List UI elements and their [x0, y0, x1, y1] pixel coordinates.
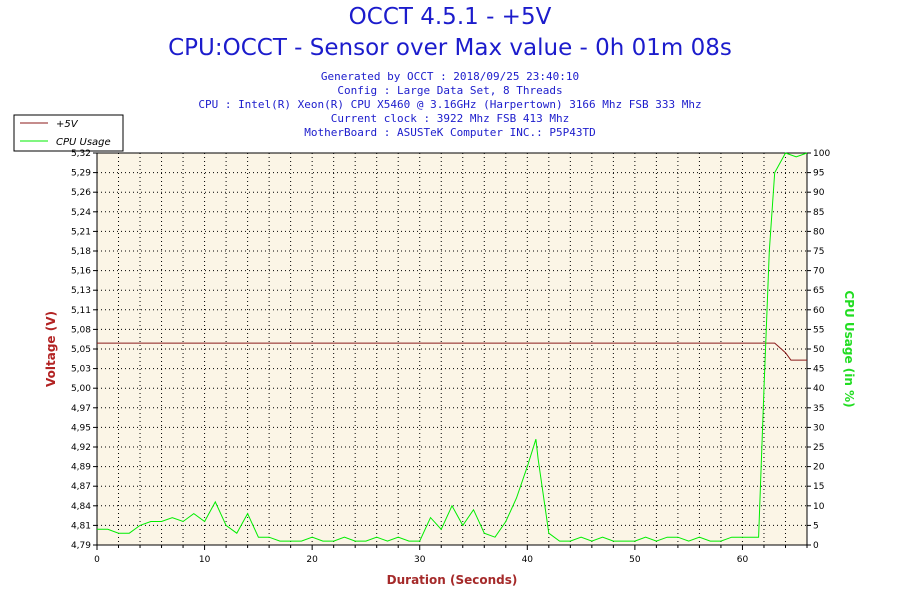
left-tick-label: 4,95 [71, 423, 91, 433]
clock-info: Current clock : 3922 Mhz FSB 413 Mhz [330, 112, 570, 125]
left-tick-label: 4,84 [71, 502, 91, 512]
right-tick-label: 80 [813, 227, 825, 237]
legend-box [13, 114, 124, 152]
left-tick-label: 4,79 [71, 541, 91, 551]
left-tick-label: 5,18 [71, 247, 91, 257]
x-tick-label: 0 [94, 555, 100, 565]
x-tick-label: 10 [199, 555, 211, 565]
left-tick-label: 5,03 [71, 365, 91, 375]
left-tick-label: 5,21 [71, 227, 91, 237]
right-axis-label: CPU Usage (in %) [842, 290, 856, 407]
left-tick-label: 4,81 [71, 521, 91, 531]
right-tick-label: 65 [813, 286, 824, 296]
right-tick-label: 0 [813, 541, 819, 551]
left-tick-label: 4,92 [71, 443, 91, 453]
left-tick-label: 5,29 [71, 169, 91, 179]
right-tick-label: 50 [813, 345, 825, 355]
left-tick-label: 5,32 [71, 149, 91, 159]
right-tick-label: 100 [813, 149, 830, 159]
chart-title: OCCT 4.5.1 - +5V [348, 4, 552, 30]
right-tick-label: 90 [813, 188, 825, 198]
right-tick-label: 20 [813, 463, 825, 473]
right-tick-label: 45 [813, 365, 824, 375]
legend-label-cpu: CPU Usage [56, 137, 111, 148]
left-tick-label: 5,08 [71, 325, 91, 335]
legend-label-voltage: +5V [56, 119, 79, 130]
left-tick-label: 5,13 [71, 286, 91, 296]
plot-area: 4,79 04,81 54,84 104,87 154,89 204,92 254,95 30… [71, 149, 830, 565]
left-tick-label: 5,00 [71, 384, 91, 394]
left-tick-label: 4,89 [71, 463, 91, 473]
generated-info: Generated by OCCT : 2018/09/25 23:40:10 [320, 70, 580, 83]
right-tick-label: 40 [813, 384, 825, 394]
left-tick-label: 5,11 [71, 306, 91, 316]
left-tick-label: 5,16 [71, 267, 91, 277]
left-tick-label: 5,05 [71, 345, 91, 355]
x-tick-label: 60 [737, 555, 749, 565]
right-tick-label: 85 [813, 208, 824, 218]
plot-border [96, 152, 808, 546]
left-tick-label: 5,26 [71, 188, 91, 198]
right-tick-label: 75 [813, 247, 824, 257]
right-tick-label: 15 [813, 482, 824, 492]
x-axis-label: Duration (Seconds) [387, 573, 518, 587]
config-info: Config : Large Data Set, 8 Threads [337, 84, 563, 97]
left-tick-label: 4,87 [71, 482, 91, 492]
x-tick-label: 50 [629, 555, 641, 565]
x-tick-label: 40 [522, 555, 534, 565]
right-tick-label: 5 [813, 521, 819, 531]
motherboard-info: MotherBoard : ASUSTeK Computer INC.: P5P… [304, 126, 596, 139]
right-tick-label: 95 [813, 169, 824, 179]
right-tick-label: 25 [813, 443, 824, 453]
right-tick-label: 55 [813, 325, 824, 335]
series-line-cpu-usage [97, 152, 808, 542]
series-line-voltage [97, 342, 807, 361]
right-tick-label: 60 [813, 306, 825, 316]
right-tick-label: 30 [813, 423, 825, 433]
left-tick-label: 5,24 [71, 208, 91, 218]
left-axis-label: Voltage (V) [44, 311, 58, 387]
right-tick-label: 70 [813, 267, 825, 277]
right-tick-label: 35 [813, 404, 824, 414]
x-tick-label: 30 [414, 555, 426, 565]
plot-background [97, 153, 807, 545]
x-tick-label: 20 [306, 555, 318, 565]
left-tick-label: 4,97 [71, 404, 91, 414]
cpu-info: CPU : Intel(R) Xeon(R) CPU X5460 @ 3.16G… [198, 98, 702, 111]
legend: +5V CPU Usage [13, 114, 124, 152]
chart-subtitle: CPU:OCCT - Sensor over Max value - 0h 01… [168, 35, 732, 61]
right-tick-label: 10 [813, 502, 825, 512]
